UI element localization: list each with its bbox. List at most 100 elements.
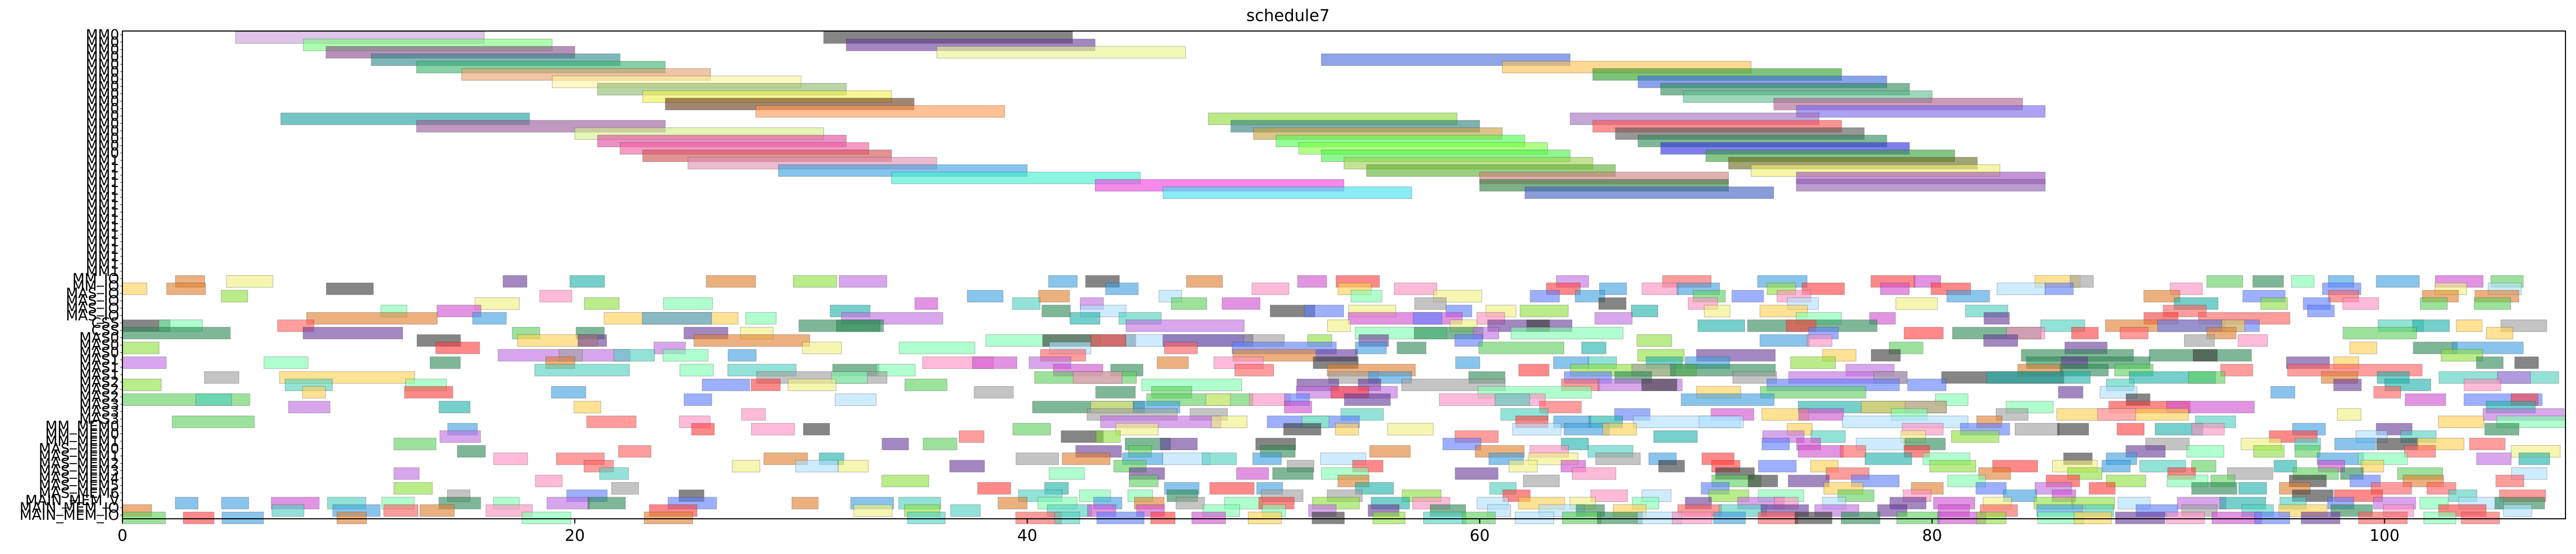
op-block-208 [2192,349,2218,362]
op-block-656 [122,511,166,525]
op-block-589 [1175,497,1205,509]
op-block-137 [2456,320,2482,332]
op-block-230 [2476,356,2503,369]
op-block-499 [1455,467,1498,480]
op-block-669 [1311,511,1345,525]
op-block-3 [570,275,605,288]
y-tick-label: MM0 [86,101,119,117]
task-bar-21 [1796,105,2046,118]
op-block-295 [551,386,586,398]
op-block-396 [959,430,985,443]
op-block-418 [1856,438,1905,450]
op-block-491 [2361,460,2384,473]
y-tick-label: MAS_IO [66,293,119,309]
op-block-191 [2350,342,2377,354]
op-block-662 [907,511,946,525]
op-block-442 [2294,445,2321,458]
op-block-657 [183,511,214,525]
op-block-692 [2358,511,2408,525]
op-block-548 [2426,482,2457,495]
op-block-318 [1494,393,1530,406]
op-block-293 [302,386,326,398]
op-block-655 [2503,504,2532,517]
op-block-157 [2486,327,2513,340]
op-block-536 [1355,482,1394,495]
op-block-164 [1090,334,1126,347]
op-block-273 [122,378,162,391]
op-block-112 [1595,312,1633,325]
y-tick-label: MAS_MEM3 [39,463,119,479]
op-block-150 [1903,327,1944,340]
op-block-387 [2014,423,2060,436]
y-tick-label: MM0 [86,145,119,161]
op-block-174 [1983,334,2018,347]
bars-layer [122,31,2566,525]
op-block-183 [1164,342,1198,354]
y-tick-label: MAS3 [79,396,119,413]
op-block-6 [839,275,887,288]
op-block-69 [1012,297,1040,310]
op-block-483 [1929,460,1977,473]
op-block-370 [2438,415,2485,428]
op-block-398 [1095,430,1121,443]
op-block-311 [835,393,877,406]
op-block-458 [1595,453,1641,465]
y-tick-label: MAS0 [79,337,119,354]
op-block-73 [1414,297,1447,310]
op-block-290 [2333,378,2362,391]
op-block-679 [1757,511,1798,525]
op-block-26 [122,282,148,295]
op-block-378 [1283,423,1321,436]
op-block-470 [732,460,760,473]
y-tick-label: MM0 [86,79,119,95]
y-tick-label: CSS [91,323,119,339]
op-block-319 [1681,393,1775,406]
op-block-325 [288,401,330,414]
y-tick-label: MAS_MEM1 [39,448,119,465]
task-bar-5 [936,46,1186,59]
op-block-35 [1641,282,1679,295]
op-block-172 [1760,334,1810,347]
y-tick-label: MAS0 [79,330,119,346]
op-block-620 [383,504,419,517]
op-block-382 [1564,423,1610,436]
y-tick-label: MAIN_MEM_IO [19,500,119,516]
op-block-677 [1672,511,1713,525]
op-block-472 [838,460,869,473]
plot-frame [122,30,2566,519]
op-block-66 [584,297,619,310]
op-block-128 [1698,320,1745,332]
op-block-4 [706,275,756,288]
op-block-57 [1732,290,1764,303]
op-block-18 [2070,275,2094,288]
x-tick-label: 80 [1922,527,1942,545]
y-tick-label: MAS_MEM6 [39,485,119,501]
op-block-672 [1462,511,1496,525]
y-tick-label: MM0 [86,42,119,58]
op-block-564 [1837,489,1875,502]
op-block-626 [950,504,981,517]
y-tick-label: MM1 [86,227,119,243]
op-block-30 [1251,282,1289,295]
y-tick-label: MM1 [86,241,119,258]
op-block-338 [2166,401,2255,414]
y-tick-label: MM0 [86,130,119,147]
op-block-412 [1160,438,1198,450]
y-tick-label: MAS3 [79,404,119,420]
y-tick-label: MM0 [86,49,119,65]
y-tick-label: MAS_MEM5 [39,478,119,494]
op-block-215 [972,356,1018,369]
op-block-87 [1041,304,1071,317]
op-block-673 [1515,511,1555,525]
op-block-377 [1115,423,1158,436]
y-tick-label: MM0 [86,27,119,43]
op-block-375 [803,423,830,436]
op-block-664 [1054,511,1080,525]
op-block-518 [1788,475,1830,487]
op-block-689 [2211,511,2262,525]
op-block-96 [1704,304,1731,317]
op-block-68 [914,297,938,310]
y-tick-label: MAIN_MEM_V [25,493,120,509]
op-block-394 [2484,423,2519,436]
op-block-489 [2273,460,2297,473]
